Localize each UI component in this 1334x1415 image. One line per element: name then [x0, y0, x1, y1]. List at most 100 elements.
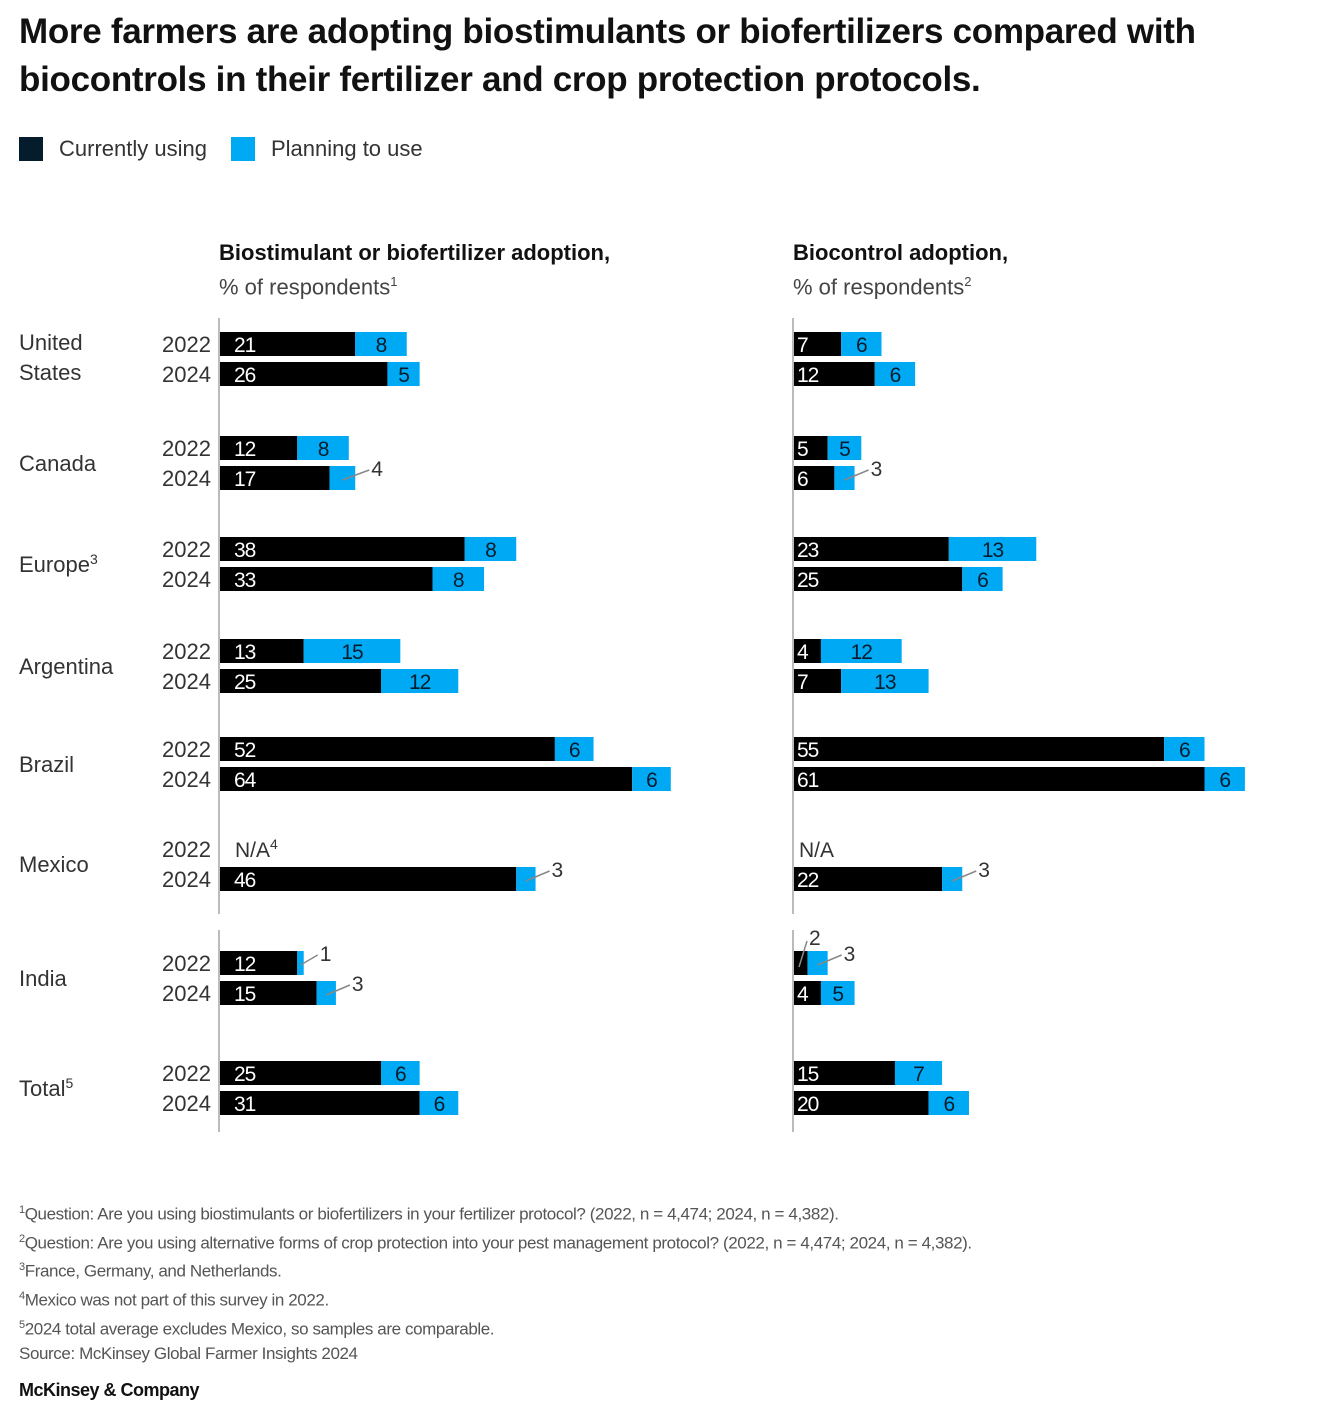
bar-current	[220, 639, 304, 663]
year-label: 2022	[162, 436, 211, 461]
bar-value-current: 20	[797, 1093, 819, 1116]
bar-current	[794, 767, 1205, 791]
bar-value-current: 7	[797, 334, 808, 357]
footnote-ref: 5	[19, 1318, 25, 1331]
bar-current	[794, 332, 842, 356]
bar-current	[794, 436, 828, 460]
bar-current	[220, 1061, 381, 1085]
footnote-text: Question: Are you using alternative form…	[24, 1233, 972, 1253]
panel-title-biocontrol: Biocontrol adoption, % of respondents2	[793, 238, 1008, 301]
bar-planning	[894, 1061, 943, 1085]
bar-planning	[942, 867, 963, 891]
bar-value-planning: 8	[485, 539, 496, 562]
brand-logo: McKinsey & Company	[19, 1380, 200, 1400]
year-label: 2024	[162, 669, 211, 694]
year-label: 2024	[162, 1091, 211, 1116]
bar-value-planning: 8	[376, 334, 387, 357]
bar-value-planning: 3	[352, 973, 364, 996]
callout-line	[817, 954, 842, 966]
bar-value-current: 12	[234, 953, 256, 976]
bar-value-planning: 8	[318, 438, 329, 461]
bar-current	[220, 767, 633, 791]
year-label: 2024	[162, 767, 211, 792]
bar-value-planning: 7	[913, 1063, 924, 1086]
bar-current	[220, 567, 433, 591]
bar-planning	[464, 537, 517, 561]
bar-current	[220, 1091, 420, 1115]
bar-current	[794, 1061, 895, 1085]
year-label: 2022	[162, 837, 211, 862]
bar-planning	[820, 639, 902, 663]
bar-value-planning: 3	[552, 859, 564, 882]
bar-planning	[554, 737, 594, 761]
footnote-text: France, Germany, and Netherlands.	[24, 1261, 282, 1281]
legend-label-planning: Planning to use	[270, 136, 423, 161]
legend-swatch-current	[19, 137, 43, 161]
bar-current	[220, 867, 517, 891]
bar-value-planning: 3	[844, 943, 856, 966]
bar-planning	[297, 951, 304, 975]
bar-value-planning: 3	[978, 859, 990, 882]
bar-value-current: 55	[797, 739, 819, 762]
group-label: Mexico	[19, 852, 89, 877]
bar-value-current: 52	[234, 739, 256, 762]
legend-swatch-planning	[230, 137, 255, 161]
year-label: 2024	[162, 867, 211, 892]
bar-current	[220, 332, 356, 356]
bar-value-current: 25	[234, 1063, 256, 1086]
callout-line	[525, 870, 550, 882]
bar-planning	[387, 362, 420, 386]
bar-value-planning: 12	[409, 671, 431, 694]
chart-title: More farmers are adopting biostimulants …	[19, 12, 1196, 99]
bar-planning	[820, 981, 855, 1005]
bar-value-current: 17	[234, 468, 256, 491]
year-label: 2022	[162, 639, 211, 664]
group-label: Brazil	[19, 752, 74, 777]
bar-value-planning: 15	[341, 641, 363, 664]
legend-item-current: Currently using	[19, 136, 207, 162]
bar-current	[220, 669, 381, 693]
bar-planning	[381, 1061, 420, 1085]
bar-value-current: 31	[234, 1093, 256, 1116]
panel-subtitle: % of respondents1	[219, 267, 610, 301]
group-label: States	[19, 360, 81, 385]
bar-current	[794, 466, 835, 490]
chart-area: UnitedStates20222024Canada20222024Europe…	[19, 318, 1245, 1132]
bar-value-current: 25	[797, 569, 819, 592]
bar-planning	[1164, 737, 1205, 761]
footnote-ref: 5	[65, 1075, 73, 1091]
bar-value-planning: 8	[453, 569, 464, 592]
bar-value-current: 22	[797, 869, 819, 892]
bar-planning	[297, 436, 349, 460]
bar-value-planning: 6	[977, 569, 988, 592]
bar-value-planning: 6	[569, 739, 580, 762]
group-label: Canada	[19, 451, 97, 476]
bar-current	[220, 436, 298, 460]
bar-value-planning: 1	[320, 943, 332, 966]
bar-value-current: 46	[234, 869, 256, 892]
bar-value-current: 12	[797, 364, 819, 387]
bar-current	[220, 466, 330, 490]
bar-planning	[962, 567, 1003, 591]
bar-value-current: 26	[234, 364, 256, 387]
bar-value-current: 23	[797, 539, 819, 562]
bar-current	[794, 981, 821, 1005]
footnote-ref: 4	[19, 1289, 25, 1302]
footnote-ref: 3	[19, 1261, 25, 1274]
footnote-ref: 2	[964, 274, 972, 289]
bar-value-current: 4	[797, 641, 809, 664]
footnote-ref: 1	[390, 274, 398, 289]
bar-value-current: 12	[234, 438, 256, 461]
panel-title-biostimulant: Biostimulant or biofertilizer adoption, …	[219, 238, 610, 301]
year-label: 2022	[162, 332, 211, 357]
callout-line	[342, 469, 370, 481]
bar-value-planning: 5	[839, 438, 850, 461]
year-label: 2022	[162, 951, 211, 976]
footnotes: 1Question: Are you using biostimulants o…	[19, 1198, 972, 1366]
bar-current	[794, 362, 875, 386]
bar-planning	[807, 951, 828, 975]
footnote-text: Question: Are you using biostimulants or…	[24, 1204, 839, 1224]
bar-planning	[329, 466, 356, 490]
panel-title-text: Biocontrol adoption,	[793, 240, 1009, 265]
bar-current	[794, 567, 963, 591]
